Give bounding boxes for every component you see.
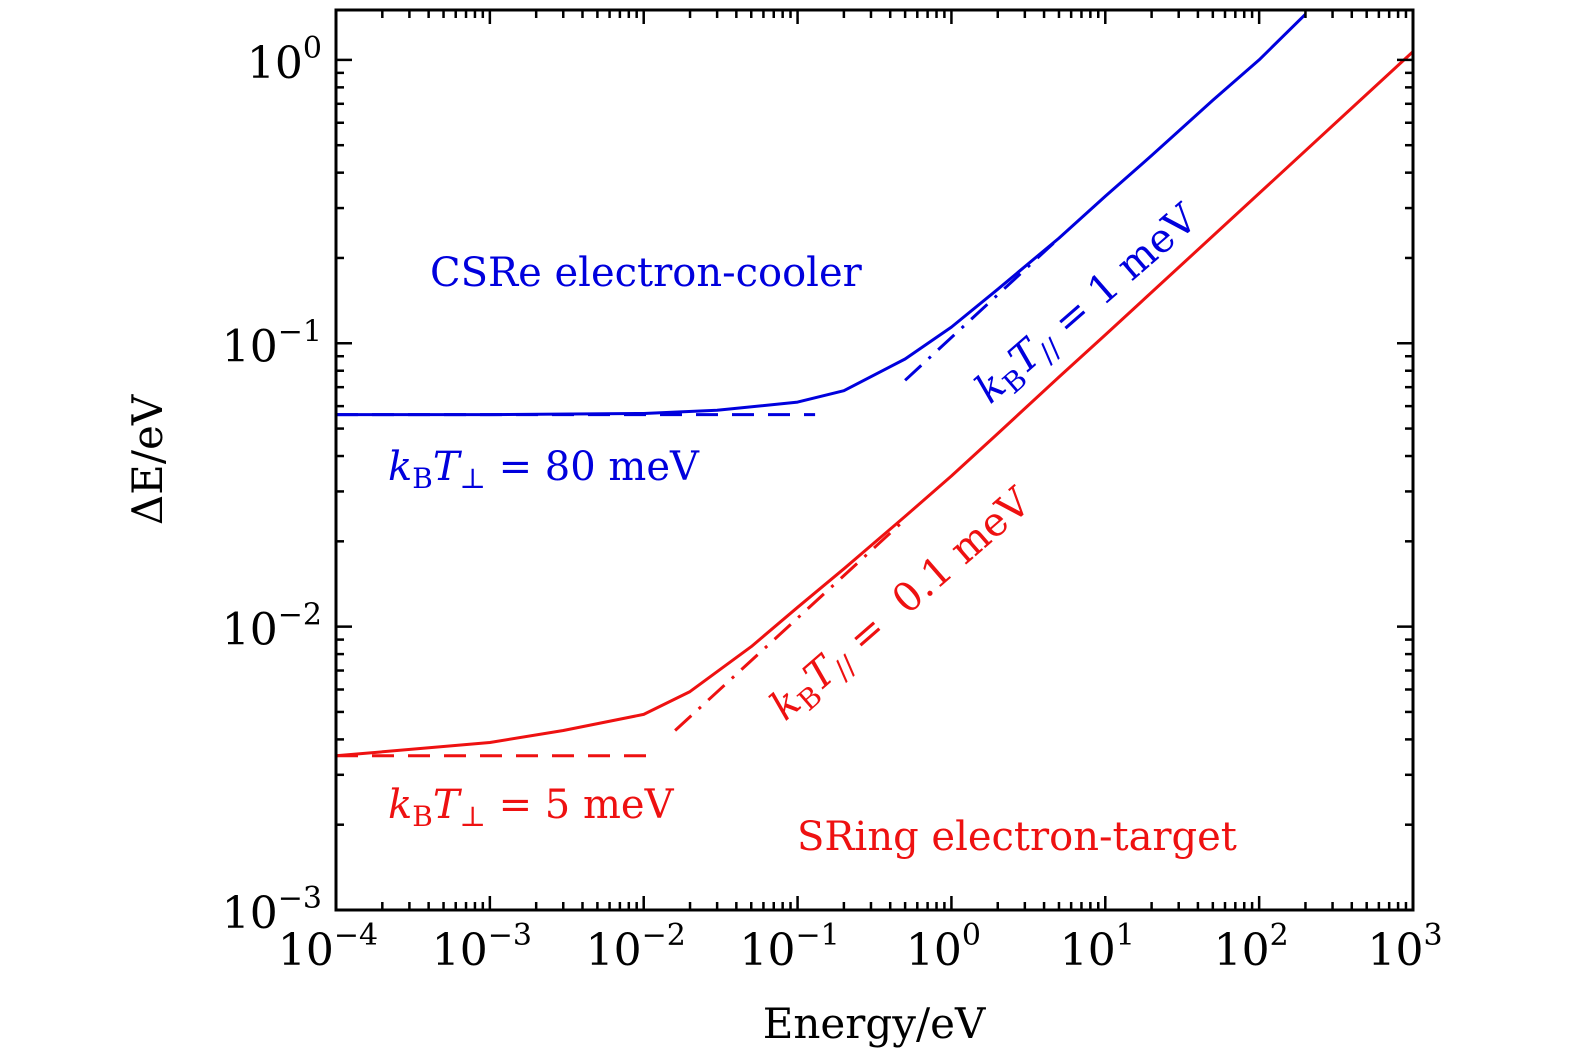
y-tick-label: 10−3: [222, 881, 322, 939]
y-tick-label: 10−2: [222, 598, 322, 656]
y-axis-label: ΔE/eV: [123, 394, 172, 525]
series-layer: [335, 13, 1415, 758]
x-axis-label: Energy/eV: [763, 999, 986, 1048]
x-tick-label: 10−1: [739, 918, 839, 976]
plot-frame: [334, 8, 1415, 912]
x-tick-label: 10−4: [278, 918, 378, 976]
x-tick-label: 10−2: [586, 918, 686, 976]
series-line-5: [674, 518, 907, 732]
annotation-sring: SRing electron-target: [797, 814, 1237, 860]
x-tick-label: 102: [1214, 918, 1289, 976]
series-line-0: [336, 13, 1307, 417]
y-tick-label: 100: [247, 31, 322, 89]
series-line-3: [335, 50, 1415, 758]
ticks-layer: [334, 10, 1413, 912]
tick-labels-layer: 10−4 10−3 10−2 10−1 100 101 102 10310−310−210−1…: [222, 31, 1443, 976]
annotation-sring-kbt-perp: kBT⊥ = 5 meV: [388, 782, 675, 833]
series-line-2: [904, 236, 1061, 382]
x-tick-label: 10−3: [432, 918, 532, 976]
y-tick-label: 10−1: [222, 314, 322, 372]
x-tick-label: 103: [1367, 918, 1442, 976]
x-tick-label: 100: [906, 918, 981, 976]
annotation-csre: CSRe electron-cooler: [430, 250, 863, 296]
annotation-csre-kbt-perp: kBT⊥ = 80 meV: [388, 444, 700, 495]
annotation-csre-kbt-par: kBT// = 1 meV: [966, 195, 1210, 417]
x-tick-label: 101: [1060, 918, 1135, 976]
